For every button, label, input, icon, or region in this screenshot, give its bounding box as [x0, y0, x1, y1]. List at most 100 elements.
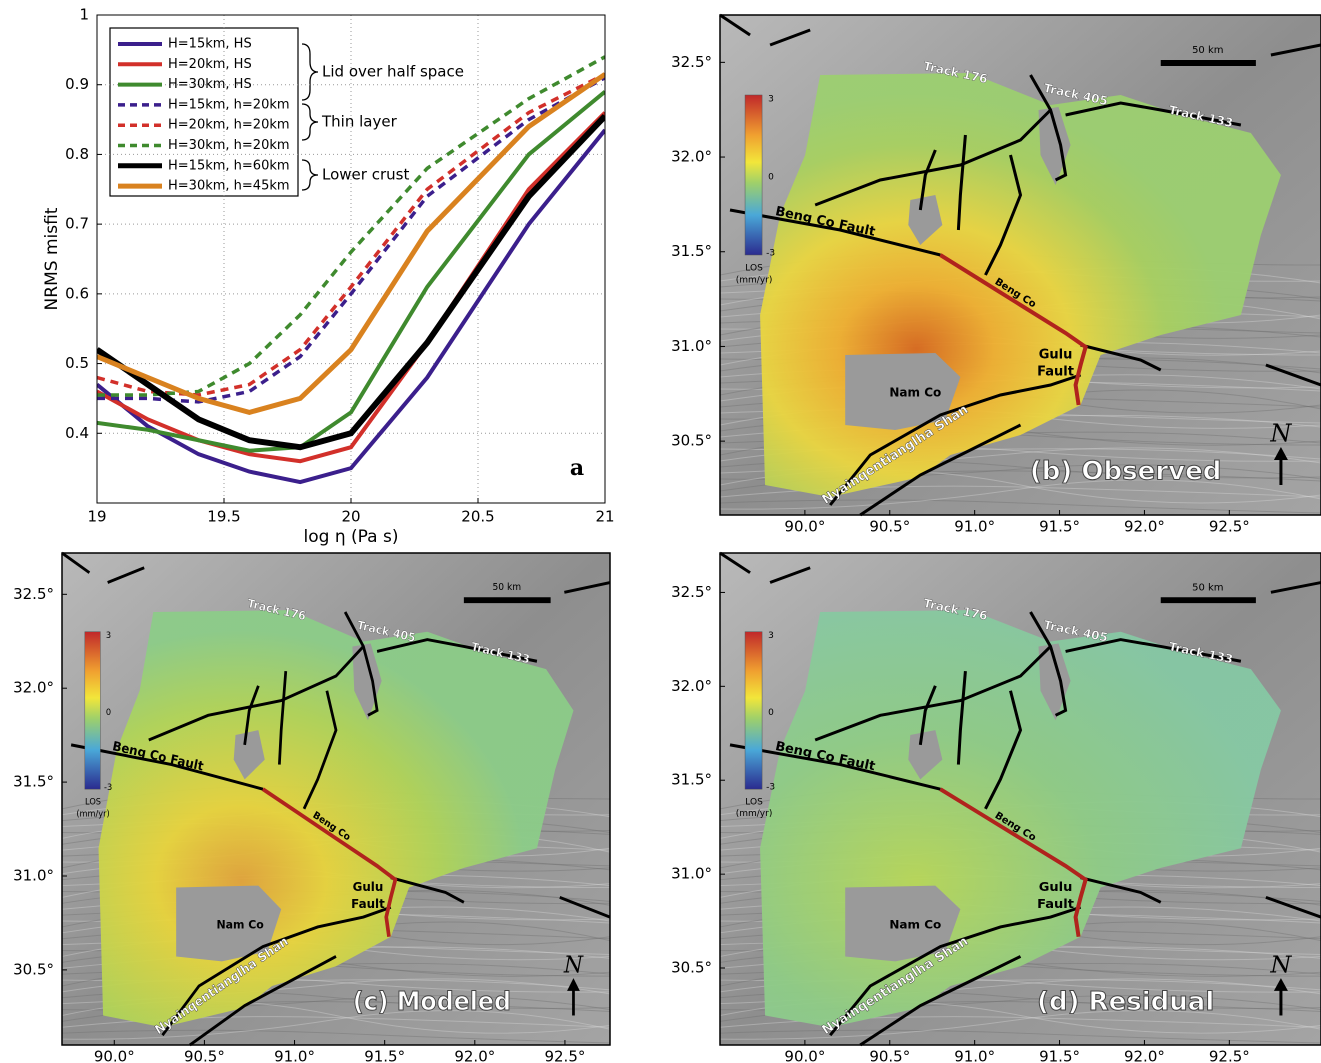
- x-tick-label: 92.5°: [1209, 1048, 1250, 1063]
- beng-co-fault-trace: [261, 787, 398, 938]
- x-tick-label: 91.5°: [1039, 1048, 1080, 1063]
- map-frame: [61, 552, 611, 1046]
- fault: [343, 611, 379, 717]
- y-tick-label: 1: [79, 6, 89, 24]
- y-tick-label: 0.9: [65, 75, 89, 93]
- colorbar-mid: 0: [106, 708, 111, 718]
- north-arrowhead: [1273, 978, 1288, 991]
- x-tick-label: 92.0°: [454, 1048, 495, 1063]
- map-label: N: [1269, 420, 1292, 448]
- legend-label: H=30km, h=20km: [168, 138, 290, 153]
- colorbar-label: LOS: [745, 264, 763, 274]
- fault: [148, 645, 365, 742]
- brace: [301, 43, 319, 101]
- fault: [956, 134, 967, 231]
- map-label: 50 km: [1192, 582, 1223, 593]
- y-tick-label: 32.5°: [13, 585, 54, 603]
- terrain-ridge: [719, 1010, 1321, 1040]
- fault: [1265, 896, 1321, 919]
- x-tick-label: 91.0°: [274, 1048, 315, 1063]
- panel-label: (c) Modeled: [353, 986, 511, 1016]
- legend-label: H=15km, HS: [168, 37, 252, 52]
- legend-label: H=15km, h=20km: [168, 97, 290, 112]
- x-tick-label: 90.5°: [184, 1048, 225, 1063]
- colorbar-max: 3: [106, 631, 111, 641]
- x-tick-label: 91.5°: [1039, 518, 1080, 536]
- x-tick-label: 20: [341, 508, 360, 526]
- colorbar-label: LOS: [745, 797, 763, 807]
- fault: [1029, 74, 1068, 182]
- y-tick-label: 32.5°: [671, 583, 712, 601]
- map-label: 50 km: [1192, 45, 1223, 56]
- x-tick-label: 19.5: [207, 508, 240, 526]
- map-label: Nam Co: [216, 917, 263, 932]
- y-tick-label: 31.5°: [671, 771, 712, 789]
- colorbar-unit: (mm/yr): [76, 809, 109, 819]
- x-tick-label: 92.0°: [1124, 1048, 1165, 1063]
- y-tick-label: 0.4: [65, 424, 89, 442]
- fault: [161, 905, 392, 1037]
- fault: [61, 551, 91, 574]
- fault: [302, 690, 338, 810]
- colorbar-max: 3: [768, 95, 774, 105]
- y-tick-label: 30.5°: [671, 432, 712, 450]
- y-tick-label: 32.5°: [671, 53, 712, 71]
- series-line: [97, 128, 605, 485]
- colorbar-label: LOS: [85, 797, 101, 807]
- lake: [908, 730, 943, 780]
- plot-frame: [96, 14, 606, 504]
- fault: [719, 551, 751, 574]
- panel-label: a: [570, 455, 584, 481]
- panel-label: (b) Observed: [1030, 457, 1222, 487]
- legend-label: H=15km, h=60km: [168, 158, 290, 173]
- fault: [1270, 43, 1321, 57]
- lake: [845, 353, 961, 430]
- colorbar-mid: 0: [768, 173, 774, 183]
- y-tick-label: 0.8: [65, 145, 89, 163]
- y-tick-label: 32.0°: [671, 677, 712, 695]
- colorbar: [744, 631, 763, 790]
- colorbar: [744, 94, 763, 256]
- fault: [1080, 876, 1162, 904]
- x-tick-label: 90.0°: [784, 1048, 825, 1063]
- x-tick-label: 91.5°: [364, 1048, 405, 1063]
- y-tick-label: 30.5°: [671, 959, 712, 977]
- x-tick-label: 19: [87, 508, 106, 526]
- fault: [1265, 363, 1321, 387]
- map-label: Fault: [1037, 897, 1074, 912]
- legend-group-label: Lid over half space: [322, 63, 464, 81]
- y-tick-label: 0.5: [65, 354, 89, 372]
- x-tick-label: 90.5°: [869, 1048, 910, 1063]
- fault: [956, 670, 967, 765]
- map-label: Gulu: [353, 880, 384, 895]
- y-tick-label: 31.5°: [671, 242, 712, 260]
- colorbar-min: -3: [104, 783, 112, 793]
- x-tick-label: 91.0°: [954, 518, 995, 536]
- panel-a: log η (Pa s) NRMS misfit a 19 19.5 20 20.5 2…: [42, 6, 615, 548]
- fault: [918, 149, 937, 211]
- fault: [1029, 611, 1068, 717]
- fault: [719, 13, 751, 37]
- map-label: Gulu: [1039, 880, 1073, 895]
- terrain-ridge: [61, 1010, 611, 1040]
- fault: [729, 743, 941, 791]
- beng-co-fault-trace: [939, 253, 1088, 406]
- y-axis-label: NRMS misfit: [42, 207, 62, 310]
- colorbar-max: 3: [768, 631, 774, 641]
- legend-group-label: Lower crust: [322, 166, 409, 184]
- lake: [845, 885, 961, 962]
- fault: [859, 955, 1022, 1047]
- x-tick-label: 91.0°: [954, 1048, 995, 1063]
- legend-label: H=20km, h=20km: [168, 118, 290, 133]
- legend-label: H=30km, h=45km: [168, 179, 290, 194]
- fault: [814, 645, 1052, 742]
- y-tick-label: 0.7: [65, 215, 89, 233]
- map-label: Gulu: [1039, 348, 1073, 363]
- series-line: [97, 72, 605, 397]
- terrain-ridge: [61, 1029, 611, 1044]
- fault: [859, 423, 1022, 517]
